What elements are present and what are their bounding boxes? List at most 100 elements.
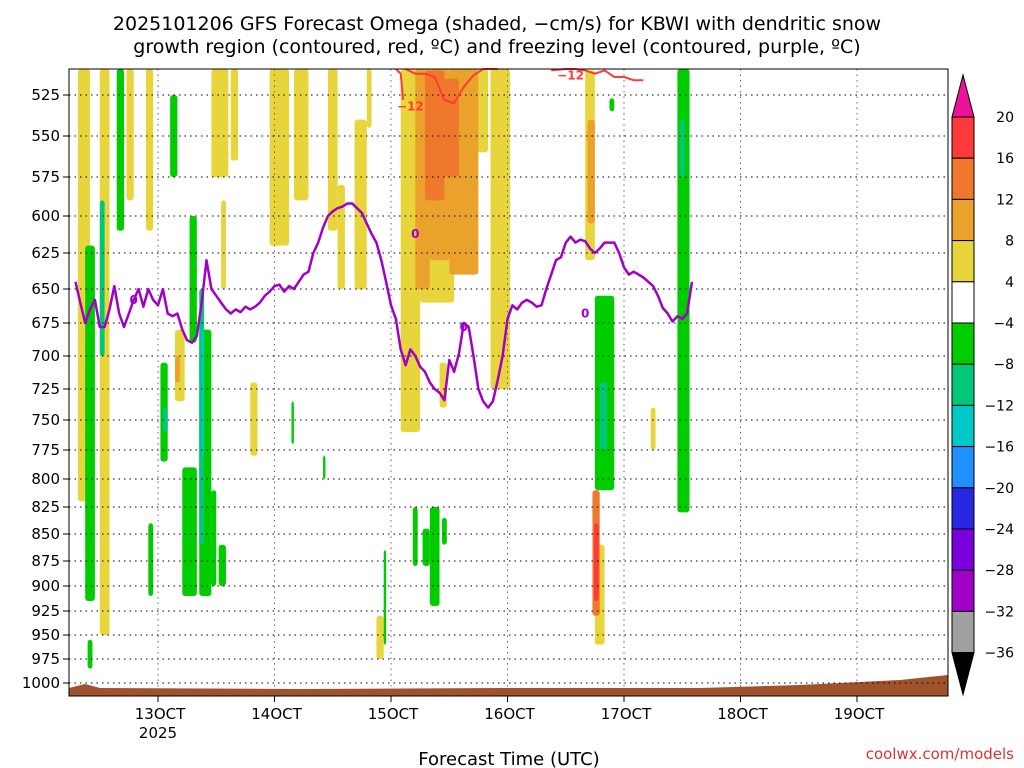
- terrain-fill: [69, 675, 948, 696]
- y-tick-label-1000: 1000: [22, 674, 60, 692]
- colorbar-label-12: −32: [984, 604, 1014, 620]
- omega-cell-2: [126, 69, 134, 201]
- site-credit[interactable]: coolwx.com/models: [866, 745, 1014, 763]
- omega-cell-48: [422, 528, 430, 566]
- colorbar-label-8: −16: [984, 440, 1014, 456]
- colorbar-label-10: −24: [984, 522, 1014, 538]
- omega-cell-39: [189, 216, 197, 343]
- y-axis: 525 550 575 600 625 650 675 700 725 750 775 800 825 8…: [22, 86, 69, 692]
- y-tick-label-700: 700: [31, 347, 60, 365]
- y-tick-label-725: 725: [31, 380, 60, 398]
- colorbar-bin-11: [951, 528, 975, 571]
- colorbar-top-arrow: [951, 73, 975, 118]
- colorbar-label-7: −12: [984, 398, 1014, 414]
- y-tick-label-575: 575: [31, 168, 60, 186]
- y-tick-label-975: 975: [31, 650, 60, 668]
- colorbar-bottom-arrow: [951, 652, 975, 697]
- colorbar-bin-5: [951, 281, 975, 324]
- omega-cell-38: [182, 467, 197, 596]
- omega-cell-35: [148, 523, 154, 596]
- omega-cell-5: [211, 69, 229, 177]
- colorbar-label-4: 4: [1005, 275, 1014, 291]
- plot-frame: [68, 68, 949, 697]
- colorbar-bin-8: [951, 404, 975, 448]
- freezing-level-label-3: 0: [581, 306, 589, 320]
- y-tick-label-775: 775: [31, 441, 60, 459]
- omega-cell-17: [490, 69, 510, 389]
- omega-cell-30: [444, 78, 459, 177]
- freezing-level-label-1: 0: [411, 227, 419, 241]
- y-tick-label-625: 625: [31, 244, 60, 262]
- omega-cell-11: [327, 69, 338, 231]
- y-tick-label-675: 675: [31, 314, 60, 332]
- dgz-contour-1: [405, 68, 498, 105]
- x-tick-label-17OCT: 17OCT: [601, 705, 652, 723]
- omega-cell-9: [293, 69, 309, 201]
- colorbar-bin-1: [951, 116, 975, 159]
- x-tick-year: 2025: [139, 724, 177, 742]
- omega-cell-58: [679, 119, 685, 177]
- omega-cell-23: [376, 615, 384, 659]
- colorbar-bin-12: [951, 569, 975, 612]
- y-tick-label-750: 750: [31, 411, 60, 429]
- y-tick-label-850: 850: [31, 525, 60, 543]
- y-tick-label-875: 875: [31, 552, 60, 570]
- x-tick-label-14OCT: 14OCT: [251, 705, 302, 723]
- omega-cell-52: [677, 69, 690, 513]
- chart-title-line1: 2025101206 GFS Forecast Omega (shaded, −…: [113, 13, 881, 35]
- omega-cell-10: [250, 382, 258, 456]
- dgz-contour-0: [395, 68, 405, 100]
- y-tick-label-550: 550: [31, 127, 60, 145]
- y-tick-label-525: 525: [31, 86, 60, 104]
- omega-cell-13: [337, 184, 345, 289]
- freezing-level-label-0: 0: [130, 293, 138, 307]
- omega-cell-27: [587, 119, 595, 224]
- omega-cell-28: [174, 356, 180, 383]
- x-axis: 13OCT 14OCT 15OCT 16OCT 17OCT 18OCT 19OCT 2025: [135, 696, 885, 742]
- omega-cell-46: [383, 550, 387, 645]
- omega-cell-6: [221, 200, 226, 289]
- colorbar-label-9: −20: [984, 481, 1014, 497]
- contour-layer: 0 0 0 0 −12 −12: [74, 68, 694, 409]
- colorbar-bin-9: [951, 446, 975, 489]
- freezing-level-label-2: 0: [460, 320, 468, 334]
- colorbar-bin-6: [951, 322, 975, 365]
- y-tick-label-825: 825: [31, 498, 60, 516]
- colorbar-label-11: −28: [984, 563, 1014, 579]
- colorbar: 20 16 12 8 4 −4 −8 −12 −16 −20 −24 −28 −32 −36: [951, 73, 1014, 697]
- dgz-label-1: −12: [557, 68, 584, 82]
- colorbar-label-2: 12: [996, 192, 1014, 208]
- x-axis-label: Forecast Time (UTC): [418, 749, 599, 768]
- omega-cell-12: [354, 119, 367, 289]
- colorbar-label-0: 20: [996, 110, 1014, 126]
- omega-cell-14: [366, 69, 372, 128]
- colorbar-bin-7: [951, 363, 975, 406]
- chart-title-line2: growth region (contoured, red, ºC) and f…: [133, 36, 860, 58]
- omega-cell-59: [201, 329, 205, 456]
- omega-cell-54: [99, 200, 105, 356]
- x-tick-label-15OCT: 15OCT: [368, 705, 419, 723]
- omega-cell-42: [218, 544, 226, 586]
- omega-cell-7: [230, 69, 239, 161]
- colorbar-bin-13: [951, 610, 975, 654]
- omega-cell-3: [145, 69, 154, 231]
- omega-cell-45: [323, 455, 326, 479]
- colorbar-label-3: 8: [1005, 234, 1014, 250]
- omega-cell-41: [211, 490, 217, 586]
- omega-cell-34: [116, 69, 125, 231]
- x-tick-label-19OCT: 19OCT: [834, 705, 885, 723]
- omega-cell-55: [162, 407, 168, 432]
- y-tick-label-800: 800: [31, 470, 60, 488]
- omega-cell-57: [599, 382, 608, 450]
- x-tick-label-18OCT: 18OCT: [717, 705, 768, 723]
- omega-cell-47: [412, 507, 418, 566]
- omega-cell-53: [609, 98, 615, 112]
- omega-cell-50: [441, 517, 447, 545]
- y-tick-label-925: 925: [31, 602, 60, 620]
- terrain-layer: [69, 675, 948, 696]
- y-tick-label-950: 950: [31, 626, 60, 644]
- dgz-label-0: −12: [397, 99, 424, 113]
- colorbar-label-13: −36: [984, 646, 1014, 662]
- y-tick-label-900: 900: [31, 577, 60, 595]
